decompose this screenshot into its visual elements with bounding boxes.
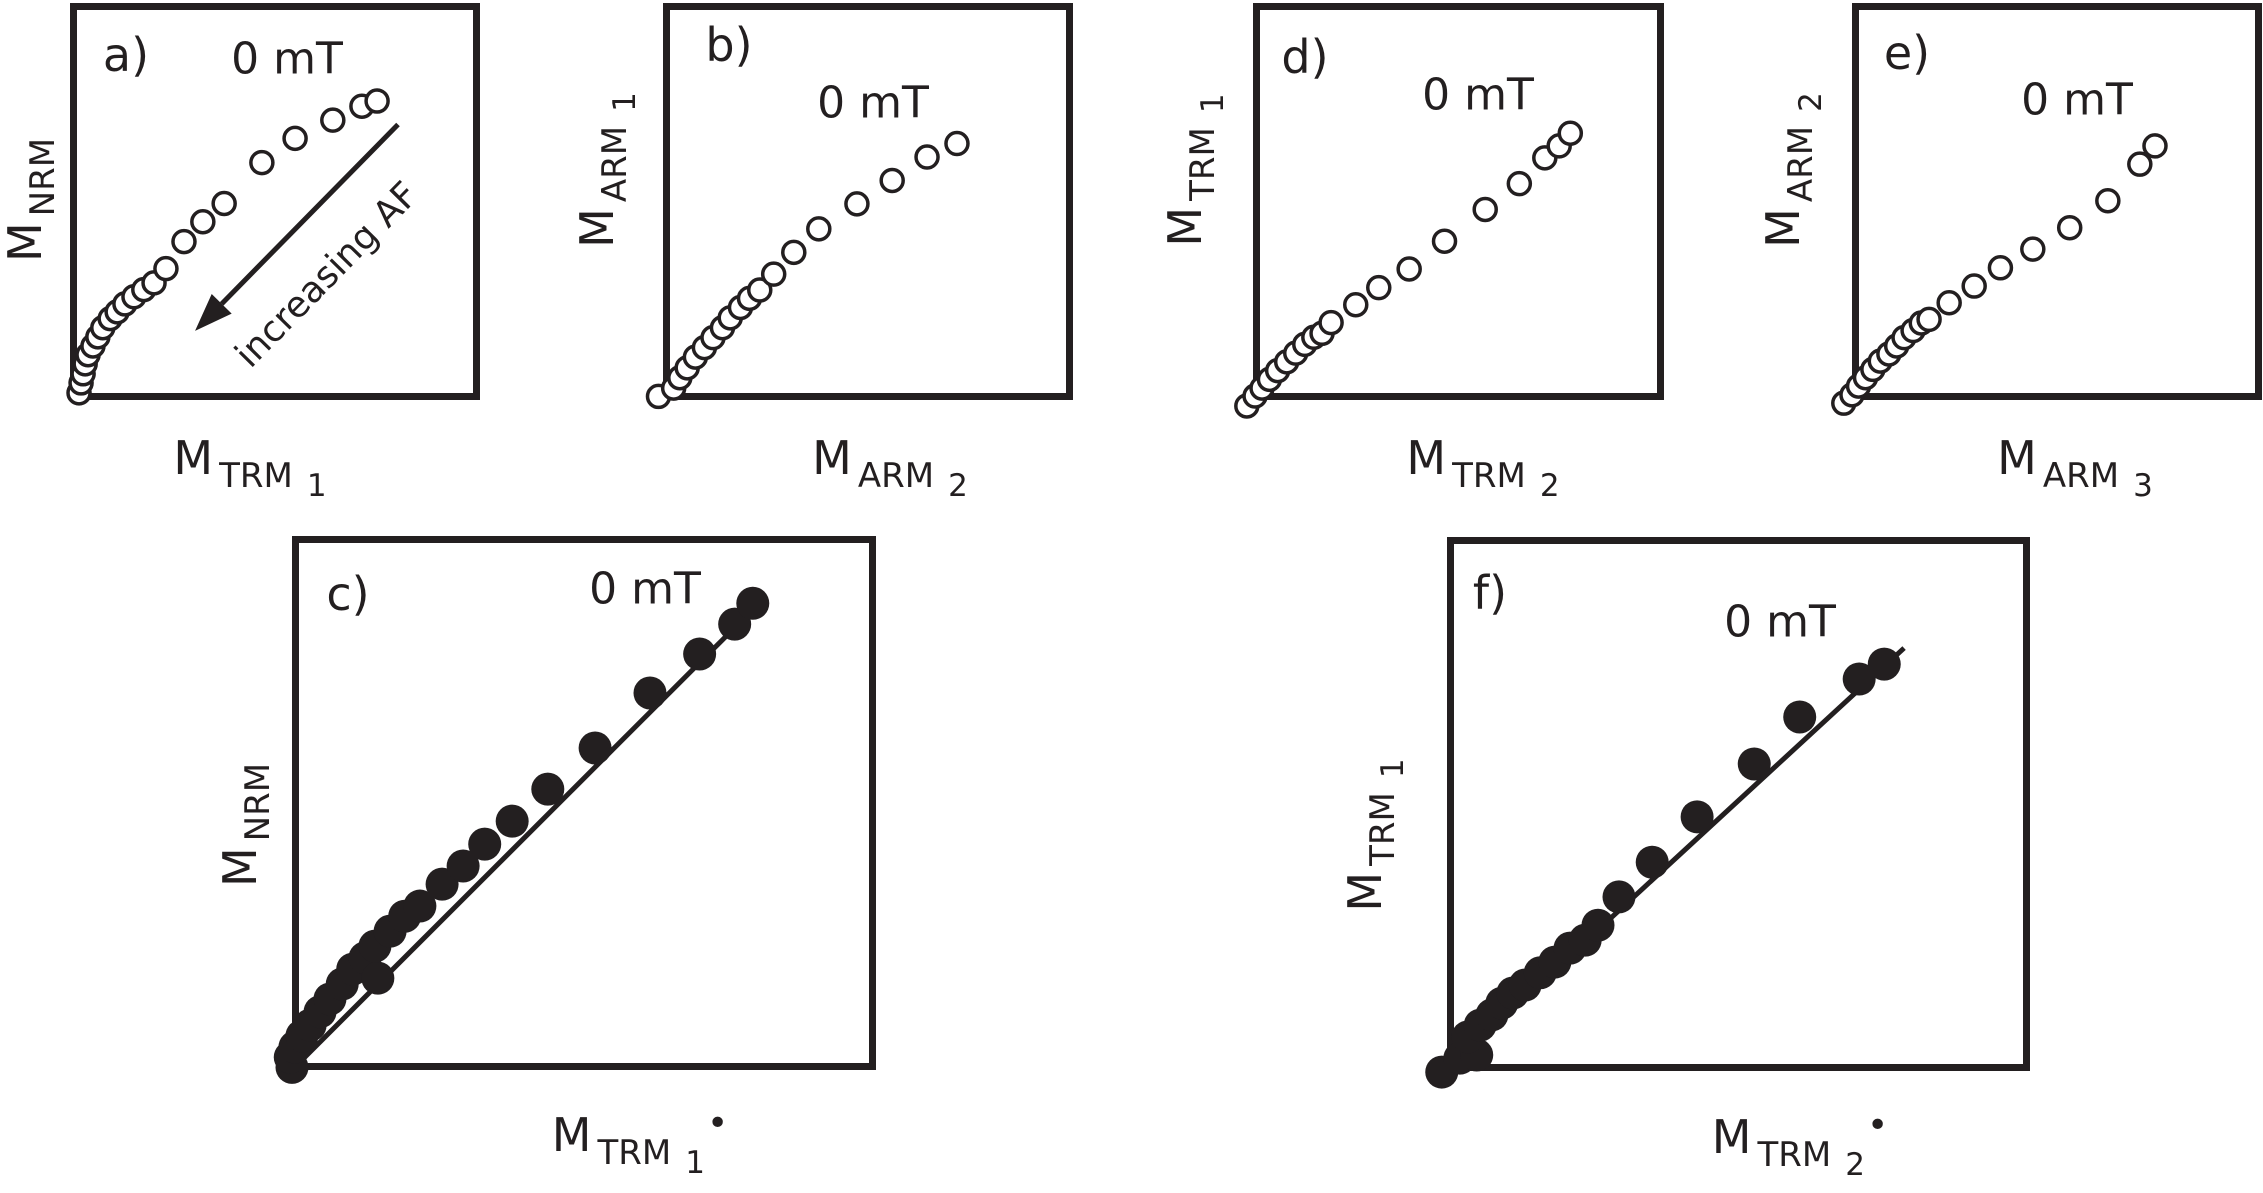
axis-subscript: ARM (595, 125, 635, 203)
axis-index: 3 (2133, 468, 2153, 504)
axis-symbol: M (1756, 208, 1810, 248)
axis-superdot: • (706, 1103, 729, 1144)
panel-f-x-axis-label: M TRM 2• (1711, 1105, 1888, 1183)
panel-c-plot (273, 536, 876, 1084)
panel-d: d) 0 mT (1234, 3, 1664, 419)
axis-subscript: TRM (1363, 792, 1403, 866)
axis-index: 1 (1195, 93, 1231, 114)
axis-symbol: M (1711, 1110, 1752, 1164)
axis-superdot: • (1866, 1105, 1889, 1146)
panel-a-x-axis-label: M TRM 1 (173, 431, 326, 504)
panel-f-letter: f) (1472, 566, 1508, 620)
panel-c: c) 0 mT (273, 536, 876, 1084)
panel-a: a) 0 mT increasing AF (66, 3, 480, 406)
axis-index: 2 (1793, 92, 1829, 112)
axis-subscript: NRM (23, 137, 63, 217)
panel-f-zero-mt-label: 0 mT (1724, 596, 1836, 648)
axis-symbol: M (1158, 206, 1212, 247)
axis-subscript: NRM (238, 762, 278, 842)
panel-f-plot (1425, 537, 2030, 1089)
panel-c-zero-mt-label: 0 mT (589, 563, 701, 615)
panel-b: b) 0 mT (645, 3, 1073, 410)
axis-index: 1 (1375, 758, 1411, 779)
axis-symbol: M (570, 208, 624, 248)
panel-d-y-axis-label: M TRM 1 (1158, 93, 1231, 247)
axis-subscript: ARM (2042, 456, 2120, 496)
axis-subscript: ARM (857, 456, 935, 496)
axis-symbol: M (1338, 871, 1392, 912)
panel-e-x-axis-label: M ARM 3 (1997, 431, 2153, 504)
axis-symbol: M (0, 222, 52, 263)
axis-subscript: ARM (1781, 125, 1821, 203)
panel-c-x-axis-label: M TRM 1• (551, 1103, 728, 1181)
panel-a-zero-mt-label: 0 mT (231, 33, 343, 85)
panel-f: f) 0 mT (1425, 537, 2030, 1089)
axis-symbol: M (1997, 431, 2037, 485)
panel-d-x-axis-label: M TRM 2 (1406, 431, 1559, 504)
panel-e-plot (1831, 3, 2262, 416)
panel-e: e) 0 mT (1831, 3, 2262, 416)
panel-a-y-axis-label: M NRM (0, 138, 63, 263)
axis-subscript: TRM (1452, 456, 1526, 496)
panel-c-letter: c) (326, 567, 370, 621)
axis-index: 2 (1845, 1147, 1865, 1183)
axis-subscript: TRM (1757, 1135, 1832, 1175)
panel-a-letter: a) (102, 28, 150, 82)
panel-b-zero-mt-label: 0 mT (817, 77, 929, 129)
panel-d-plot (1234, 3, 1664, 419)
panel-b-plot (645, 3, 1073, 410)
panel-d-zero-mt-label: 0 mT (1422, 69, 1534, 121)
axis-subscript: TRM (219, 456, 293, 496)
axis-symbol: M (812, 431, 852, 485)
panel-b-x-axis-label: M ARM 2 (812, 431, 968, 504)
axis-symbol: M (1406, 431, 1447, 485)
axis-index: 1 (685, 1145, 705, 1181)
panel-b-letter: b) (705, 18, 753, 72)
panel-a-plot (66, 3, 480, 406)
panel-d-letter: d) (1281, 30, 1329, 84)
panel-b-y-axis-label: M ARM 1 (570, 92, 643, 248)
axis-symbol: M (173, 431, 214, 485)
panel-c-y-axis-label: M NRM (213, 763, 278, 888)
axis-symbol: M (551, 1108, 592, 1162)
axis-index: 1 (306, 468, 327, 504)
panel-e-zero-mt-label: 0 mT (2021, 74, 2133, 126)
panel-e-y-axis-label: M ARM 2 (1756, 92, 1829, 248)
axis-index: 2 (1539, 468, 1560, 504)
axis-index: 1 (607, 92, 643, 112)
panel-e-letter: e) (1883, 26, 1931, 80)
axis-subscript: TRM (1183, 127, 1223, 201)
axis-symbol: M (213, 847, 267, 888)
axis-subscript: TRM (597, 1133, 672, 1173)
panel-f-y-axis-label: M TRM 1 (1338, 758, 1411, 912)
axis-index: 2 (948, 468, 968, 504)
